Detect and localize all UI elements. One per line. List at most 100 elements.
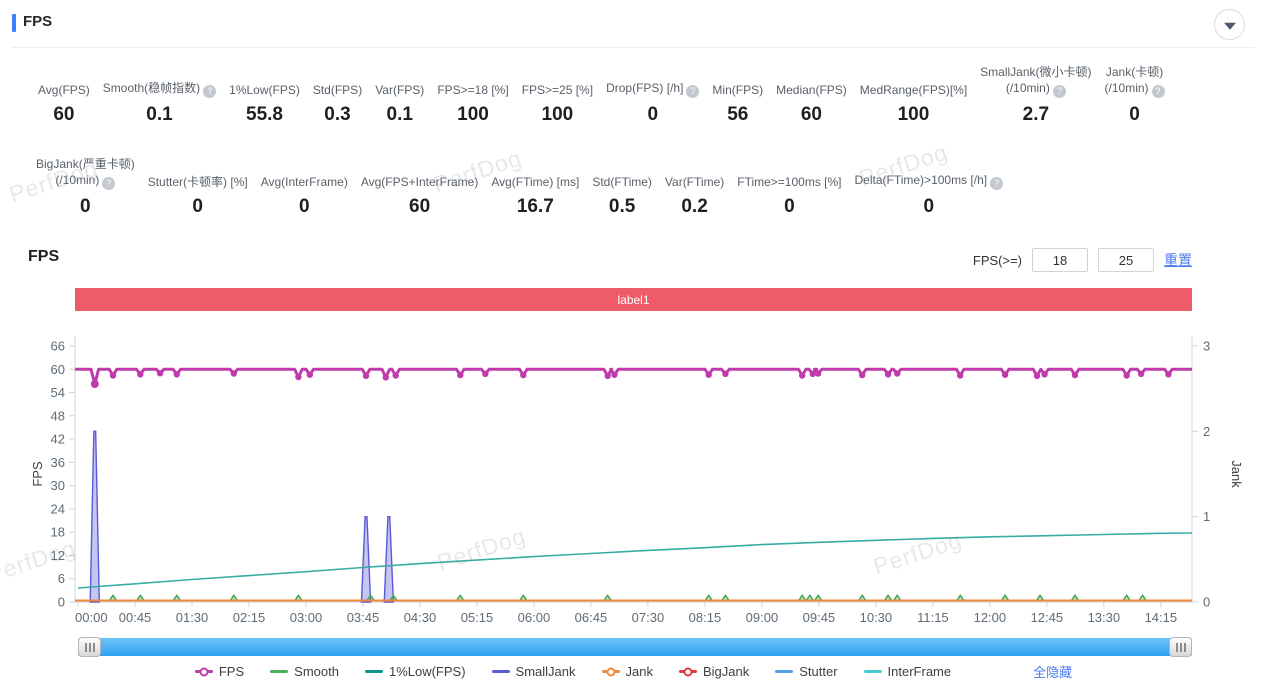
stat-value: 60: [53, 104, 75, 125]
svg-text:09:45: 09:45: [803, 610, 836, 625]
stat-label: Smooth(稳帧指数)?: [103, 80, 217, 98]
svg-text:2: 2: [1203, 424, 1210, 439]
hide-all-link[interactable]: 全隐藏: [1033, 665, 1073, 680]
reset-link[interactable]: 重置: [1164, 252, 1192, 268]
stat-label: Avg(FPS+InterFrame): [360, 175, 479, 189]
stat-value: 0.1: [386, 104, 413, 125]
legend-item-bigjank[interactable]: BigJank: [678, 664, 750, 679]
stat-avg-fps-interframe: Avg(FPS+InterFrame) 60: [361, 152, 478, 218]
scrollbar-right-handle[interactable]: [1169, 637, 1192, 657]
svg-text:06:45: 06:45: [575, 610, 608, 625]
legend-label: InterFrame: [887, 664, 952, 679]
stat-value: 100: [457, 104, 489, 125]
help-icon[interactable]: ?: [102, 177, 116, 190]
stat-value: 0: [784, 196, 795, 217]
stat-label: Avg(InterFrame): [260, 175, 348, 189]
grip-icon: [84, 642, 95, 652]
stat-avg-fps: Avg(FPS) 60: [38, 60, 90, 126]
stat-fps-ge-25: FPS>=25 [%] 100: [522, 60, 593, 126]
panel-title: FPS: [23, 13, 53, 30]
legend-item-fps[interactable]: FPS: [194, 664, 245, 679]
legend-item-jank[interactable]: Jank: [601, 664, 653, 679]
stat-label: Min(FPS): [712, 83, 764, 97]
help-icon[interactable]: ?: [203, 85, 217, 98]
stat-avg-ftime: Avg(FTime) [ms] 16.7: [491, 152, 579, 218]
stat-smalljank: SmallJank(微小卡顿) (/10min)? 2.7: [980, 60, 1091, 126]
svg-text:05:15: 05:15: [461, 610, 494, 625]
svg-text:12: 12: [51, 548, 65, 563]
svg-text:18: 18: [51, 525, 65, 540]
legend-label: BigJank: [702, 664, 750, 679]
svg-text:01:30: 01:30: [176, 610, 209, 625]
legend-marker-icon: [775, 670, 794, 673]
svg-text:42: 42: [51, 432, 65, 447]
chart-label-banner: label1: [75, 288, 1192, 311]
stat-value: 0: [80, 196, 91, 217]
stat-label: Avg(FTime) [ms]: [491, 175, 580, 189]
chart-legend: FPS Smooth 1%Low(FPS) SmallJank Jank BigJank S…: [75, 662, 1192, 681]
stat-label: 1%Low(FPS): [229, 83, 300, 97]
header-divider: [12, 47, 1255, 48]
stat-label: Std(FPS): [312, 83, 363, 97]
fps-threshold-1-input[interactable]: [1032, 248, 1088, 272]
svg-text:36: 36: [51, 455, 65, 470]
svg-text:09:00: 09:00: [746, 610, 779, 625]
stat-medrange-fps: MedRange(FPS)[%] 100: [860, 60, 967, 126]
scrollbar-left-handle[interactable]: [78, 637, 101, 657]
help-icon[interactable]: ?: [990, 177, 1004, 190]
svg-text:54: 54: [51, 385, 65, 400]
stat-value: 0: [298, 196, 310, 217]
stat-avg-interframe: Avg(InterFrame) 0: [261, 152, 348, 218]
legend-item-1-low-fps-[interactable]: 1%Low(FPS): [364, 664, 466, 679]
chart-header: FPS FPS(>=) 重置: [28, 248, 1192, 274]
svg-text:6: 6: [58, 571, 65, 586]
legend-item-smalljank[interactable]: SmallJank: [491, 664, 576, 679]
stat-value: 0: [192, 196, 203, 217]
stat-label: FPS>=25 [%]: [521, 83, 594, 97]
stat-1pct-low-fps: 1%Low(FPS) 55.8: [229, 60, 300, 126]
legend-item-stutter[interactable]: Stutter: [775, 664, 838, 679]
svg-text:07:30: 07:30: [632, 610, 665, 625]
grip-icon: [1175, 642, 1186, 652]
legend-item-interframe[interactable]: InterFrame: [863, 664, 952, 679]
svg-text:Jank: Jank: [1229, 460, 1244, 488]
stat-value: 55.8: [246, 104, 283, 125]
stat-label: Jank(卡顿) (/10min)?: [1104, 65, 1165, 98]
legend-item-smooth[interactable]: Smooth: [270, 664, 339, 679]
collapse-panel-button[interactable]: [1214, 9, 1245, 40]
stat-value: 60: [409, 196, 431, 217]
stat-value: 0.1: [146, 104, 173, 125]
stats-row-2: BigJank(严重卡顿) (/10min)? 0 Stutter(卡顿率) [%]…: [0, 152, 1004, 218]
chart-range-scrollbar[interactable]: [78, 637, 1192, 657]
svg-text:66: 66: [51, 339, 65, 354]
help-icon[interactable]: ?: [1052, 85, 1066, 98]
stat-label: Stutter(卡顿率) [%]: [147, 175, 248, 189]
stat-label: FTime>=100ms [%]: [737, 175, 842, 189]
stat-value: 56: [727, 104, 749, 125]
banner-label: label1: [617, 292, 650, 307]
svg-text:02:15: 02:15: [233, 610, 266, 625]
stats-row-1: Avg(FPS) 60 Smooth(稳帧指数)? 0.1 1%Low(FPS) 55.8…: [0, 60, 1165, 126]
stat-value: 2.7: [1022, 104, 1050, 125]
help-icon[interactable]: ?: [1151, 85, 1165, 98]
scrollbar-track[interactable]: [78, 638, 1192, 656]
stat-label: FPS>=18 [%]: [437, 83, 509, 97]
stat-median-fps: Median(FPS) 60: [776, 60, 847, 126]
stat-value: 0: [923, 196, 935, 217]
svg-text:11:15: 11:15: [917, 610, 949, 625]
fps-chart[interactable]: 0 6 12 18 24 30 36 42 48 54 60 66 0 1 2 3 00:00 00:45 01:3…: [0, 330, 1267, 630]
stat-label: BigJank(严重卡顿) (/10min)?: [36, 157, 135, 190]
panel-header: FPS: [12, 9, 1255, 41]
help-icon[interactable]: ?: [686, 85, 700, 98]
stat-label: Median(FPS): [776, 83, 847, 97]
stat-bigjank: BigJank(严重卡顿) (/10min)? 0: [36, 152, 135, 218]
legend-label: 1%Low(FPS): [388, 664, 466, 679]
stat-label: Var(FTime): [664, 175, 725, 189]
fps-threshold-2-input[interactable]: [1098, 248, 1154, 272]
svg-text:24: 24: [51, 501, 65, 516]
legend-label: Jank: [625, 664, 653, 679]
svg-text:13:30: 13:30: [1088, 610, 1121, 625]
legend-label: FPS: [218, 664, 245, 679]
stat-ftime-ge-100ms: FTime>=100ms [%] 0: [737, 152, 841, 218]
